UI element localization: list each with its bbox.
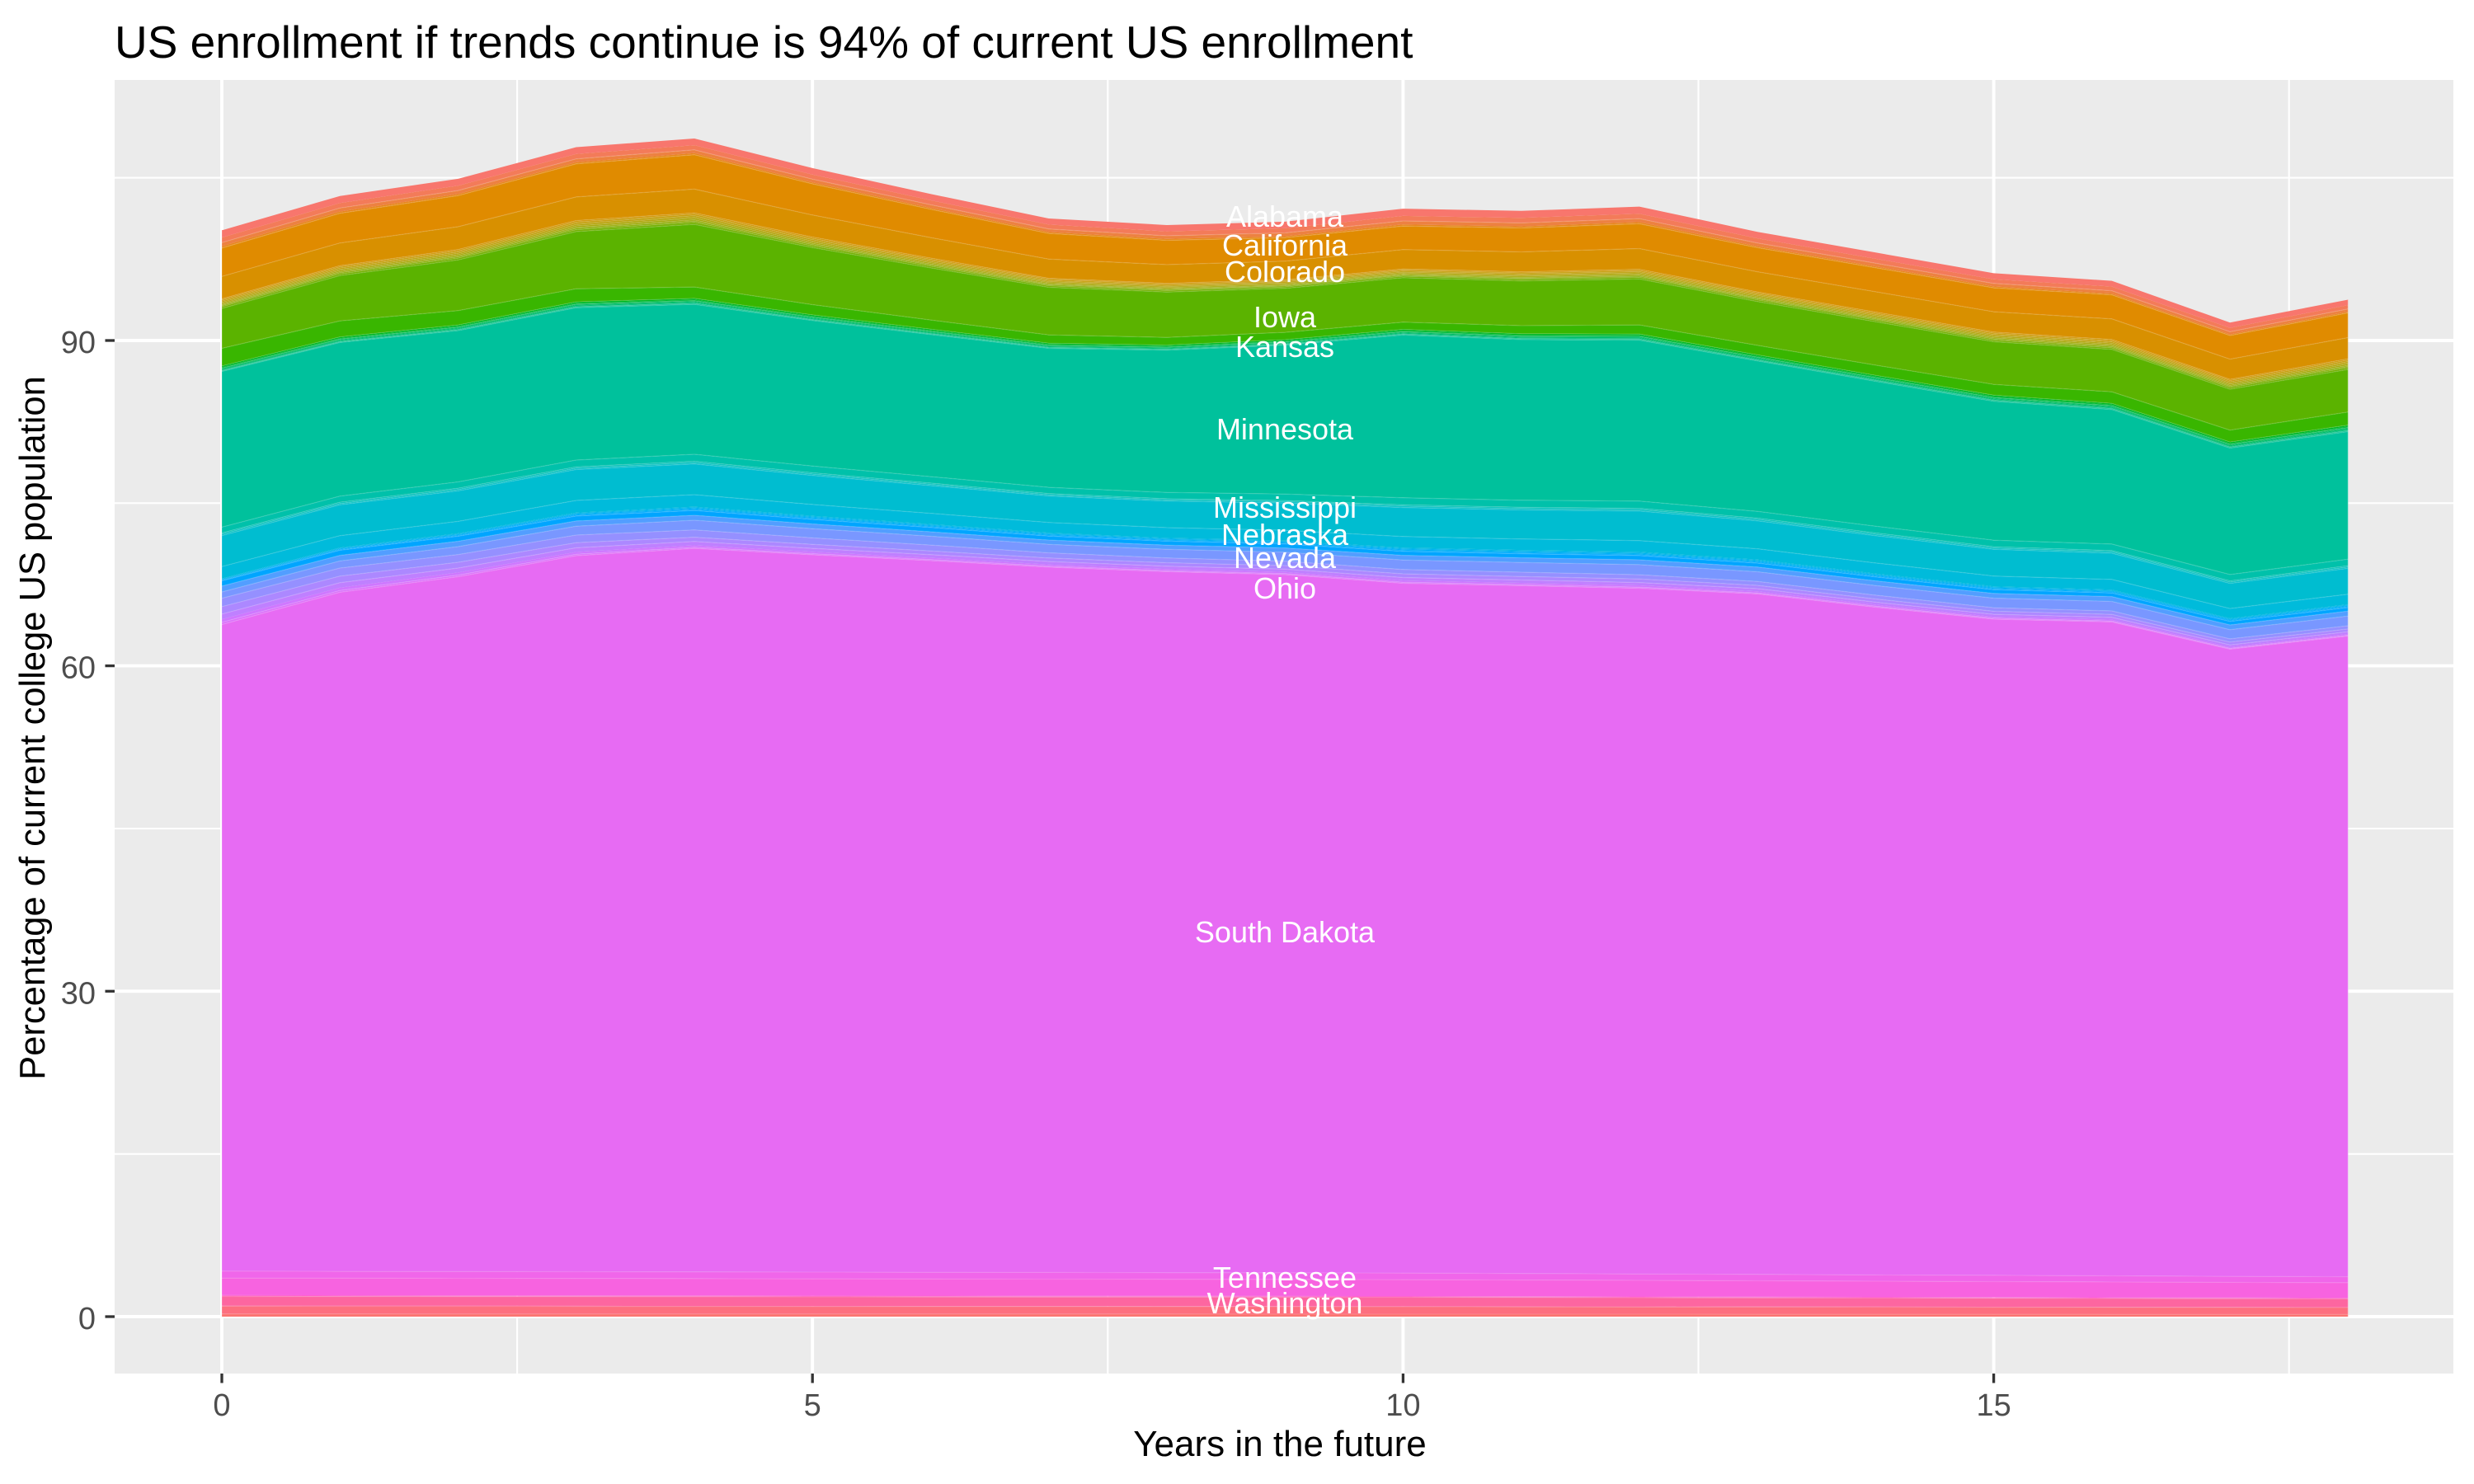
svg-text:Tennessee: Tennessee bbox=[1213, 1261, 1357, 1294]
svg-text:0: 0 bbox=[213, 1388, 230, 1423]
svg-text:Ohio: Ohio bbox=[1253, 571, 1316, 605]
svg-text:Years in the future: Years in the future bbox=[1133, 1424, 1427, 1464]
svg-text:South Dakota: South Dakota bbox=[1195, 915, 1376, 949]
svg-text:60: 60 bbox=[61, 651, 96, 686]
svg-text:US enrollment if trends contin: US enrollment if trends continue is 94% … bbox=[115, 16, 1413, 68]
svg-text:Mississippi: Mississippi bbox=[1213, 491, 1357, 524]
svg-text:California: California bbox=[1222, 228, 1348, 262]
svg-text:10: 10 bbox=[1385, 1388, 1420, 1423]
svg-text:Alabama: Alabama bbox=[1226, 200, 1344, 233]
svg-text:Washington: Washington bbox=[1207, 1286, 1363, 1320]
svg-text:Kansas: Kansas bbox=[1235, 330, 1334, 364]
svg-text:Nebraska: Nebraska bbox=[1221, 518, 1349, 552]
svg-text:Minnesota: Minnesota bbox=[1216, 412, 1354, 446]
svg-text:90: 90 bbox=[61, 326, 96, 360]
svg-text:30: 30 bbox=[61, 976, 96, 1011]
svg-text:Colorado: Colorado bbox=[1225, 255, 1345, 289]
svg-text:0: 0 bbox=[78, 1302, 96, 1336]
svg-text:15: 15 bbox=[1976, 1388, 2011, 1423]
svg-text:Percentage of current college: Percentage of current college US populat… bbox=[13, 376, 53, 1080]
svg-text:5: 5 bbox=[804, 1388, 821, 1423]
svg-text:Nevada: Nevada bbox=[1234, 541, 1337, 575]
svg-text:Iowa: Iowa bbox=[1253, 300, 1317, 334]
